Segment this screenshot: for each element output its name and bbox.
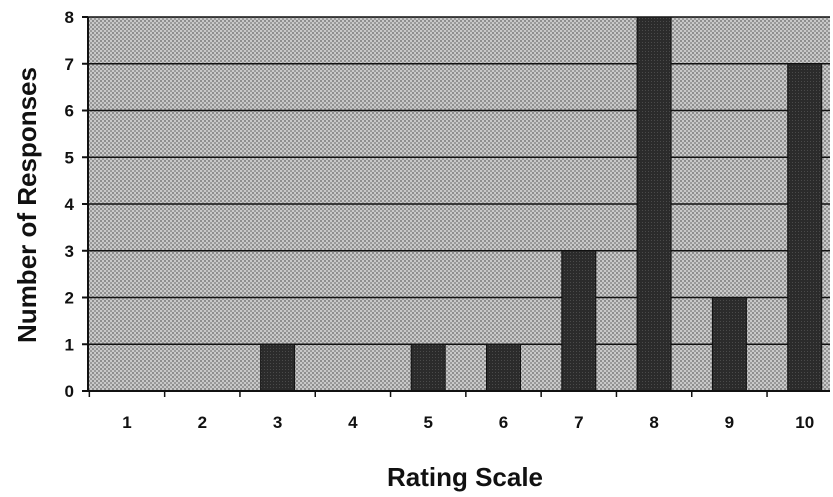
y-tick-label: 3 — [65, 242, 74, 261]
y-tick-label: 8 — [65, 8, 74, 27]
x-tick-label: 1 — [122, 413, 131, 432]
bar-6 — [486, 343, 521, 392]
x-axis-title: Rating Scale — [387, 462, 543, 492]
y-tick-label: 7 — [65, 55, 74, 74]
x-tick-label: 9 — [725, 413, 734, 432]
y-axis-title: Number of Responses — [12, 67, 42, 343]
bar-7 — [561, 250, 597, 392]
bar-10 — [787, 63, 823, 392]
gridlines — [88, 16, 830, 346]
x-tick-label: 7 — [574, 413, 583, 432]
y-tick-label: 2 — [65, 289, 74, 308]
y-tick-label: 0 — [65, 382, 74, 401]
x-tick-label: 3 — [273, 413, 282, 432]
bar-3 — [260, 343, 296, 392]
y-tick-label: 1 — [65, 335, 74, 354]
bar-8 — [636, 16, 672, 392]
x-tick-label: 2 — [198, 413, 207, 432]
y-tick-labels: 0 1 2 3 4 5 6 7 8 — [65, 8, 75, 401]
bars — [260, 16, 823, 392]
x-tick-label: 5 — [423, 413, 432, 432]
y-tick-label: 6 — [65, 102, 74, 121]
y-tick-label: 4 — [65, 195, 75, 214]
x-tick-label: 6 — [499, 413, 508, 432]
x-tick-label: 10 — [795, 413, 814, 432]
y-tick-label: 5 — [65, 148, 74, 167]
x-tick-label: 8 — [649, 413, 658, 432]
x-tick-label: 4 — [348, 413, 358, 432]
bar-5 — [410, 343, 446, 392]
x-tick-labels: 1 2 3 4 5 6 7 8 9 10 — [122, 413, 814, 432]
axes — [82, 16, 830, 397]
bar-9 — [711, 297, 747, 392]
